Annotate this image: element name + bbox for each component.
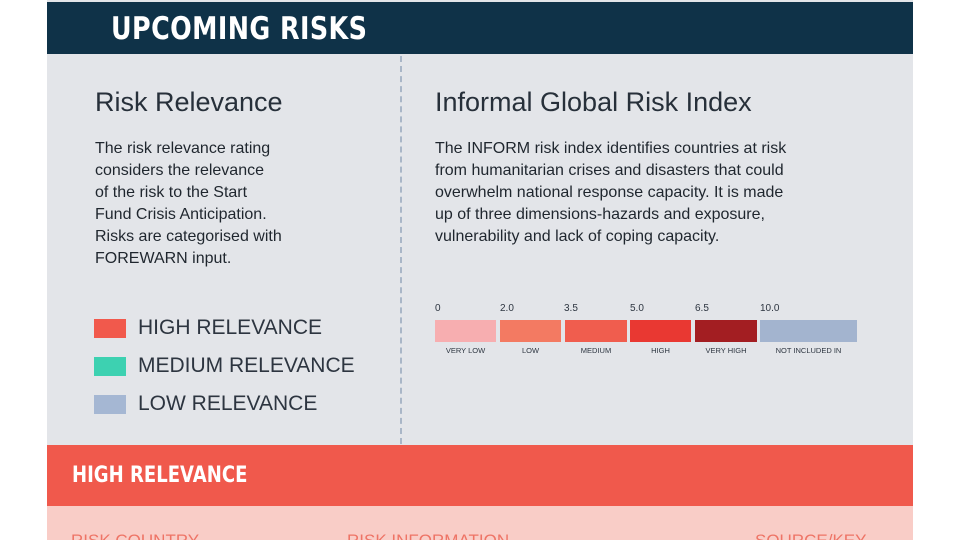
scale-tick: 2.0 [500,303,514,314]
description-line: up of three dimensions-hazards and expos… [435,206,765,223]
column-header-risk-information: RISK INFORMATION [347,531,509,540]
scale-band-very-high [695,320,757,342]
description-line: considers the relevance [95,162,264,179]
scale-band-label: VERY HIGH [705,346,747,355]
legend-label-medium: MEDIUM RELEVANCE [138,354,355,377]
description-line: Fund Crisis Anticipation. [95,206,267,223]
scale-band-label: NOT INCLUDED IN [775,346,842,355]
high-relevance-section-header: HIGH RELEVANCE [47,445,913,506]
description-line: Risks are categorised with [95,228,282,245]
header-banner: UPCOMING RISKS [47,2,913,54]
scale-tick: 5.0 [630,303,644,314]
scale-tick: 3.5 [564,303,578,314]
scale-band-high [630,320,691,342]
inform-risk-scale: 0 2.0 3.5 5.0 6.5 10.0 VERY LOW LOW MEDI… [435,303,859,358]
scale-band-very-low [435,320,496,342]
inform-index-description: The INFORM risk index identifies countri… [435,138,865,248]
scale-band-label: VERY LOW [445,346,486,355]
legend-swatch-high [94,319,126,338]
risk-relevance-description: The risk relevance rating considers the … [95,138,345,270]
legend-swatch-medium [94,357,126,376]
scale-band-label: MEDIUM [580,346,612,355]
description-line: vulnerability and lack of coping capacit… [435,228,720,245]
column-header-source-key: SOURCE/KEY [755,531,866,540]
high-relevance-heading: HIGH RELEVANCE [72,463,248,488]
scale-band-low [500,320,561,342]
description-line: of the risk to the Start [95,184,248,201]
page: UPCOMING RISKS Risk Relevance The risk r… [47,0,913,540]
column-header-risk-country: RISK COUNTRY [71,531,199,540]
risk-relevance-title: Risk Relevance [95,87,283,117]
legend-label-low: LOW RELEVANCE [138,392,318,415]
banner-title: UPCOMING RISKS [111,11,368,47]
legend-swatch-low [94,395,126,414]
scale-tick: 6.5 [695,303,709,314]
description-line: The risk relevance rating [95,140,271,157]
risk-table-header: RISK COUNTRY RISK INFORMATION SOURCE/KEY [47,506,913,540]
description-line: overwhelm national response capacity. It… [435,184,784,201]
scale-tick: 0 [435,303,441,314]
scale-band-label: HIGH [651,346,670,355]
scale-band-not-included [760,320,857,342]
legend-label-high: HIGH RELEVANCE [138,316,322,339]
scale-tick: 10.0 [760,303,780,314]
scale-band-medium [565,320,627,342]
inform-index-title: Informal Global Risk Index [435,87,752,117]
scale-band-label: LOW [521,346,540,355]
description-line: The INFORM risk index identifies countri… [435,140,787,157]
column-divider [400,56,402,444]
description-line: from humanitarian crises and disasters t… [435,162,784,179]
description-line: FOREWARN input. [95,250,232,267]
